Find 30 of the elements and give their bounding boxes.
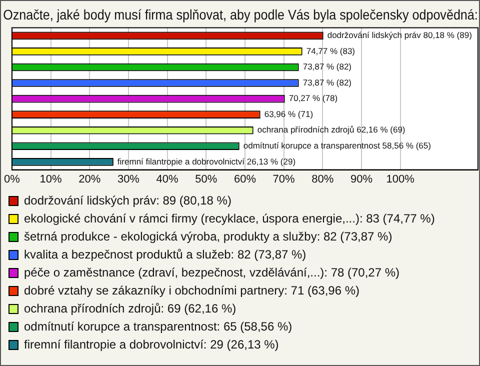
legend-label: dodržování lidských práv: 89 (80,18 %)	[24, 193, 232, 208]
x-tick-label: 20%	[78, 173, 101, 186]
legend-label: ochrana přírodních zdrojů: 69 (62,16 %)	[24, 301, 236, 316]
legend-label: šetrná produkce - ekologická výroba, produkty a služby: 82 (73,87 %)	[24, 229, 392, 244]
x-tick-label: 30%	[117, 173, 140, 186]
data-label: 70,27 % (78)	[288, 93, 338, 104]
x-tick-label: 40%	[156, 173, 179, 186]
legend-label: péče o zaměstnance (zdraví, bezpečnost, vzdělávání,...): 78 (70,27 %)	[24, 265, 400, 280]
legend-label: dobré vztahy se zákazníky i obchodními partnery: 71 (63,96 %)	[24, 283, 360, 298]
x-tick-label: 60%	[234, 173, 256, 186]
x-tick-label: 100%	[386, 173, 415, 186]
data-label: 73,87 % (82)	[302, 77, 352, 88]
data-label: odmítnutí korupce a transparentnost 58,56 % (65)	[243, 140, 432, 150]
x-tick-label: 0%	[4, 173, 20, 186]
x-tick-label: 10%	[40, 173, 62, 186]
legend-label: odmítnutí korupce a transparentnost: 65 (58,56 %)	[24, 319, 292, 334]
legend-label: ekologické chování v rámci firmy (recyklace, úspora energie,...): 83 (74,77 %)	[24, 211, 435, 226]
data-label: firemní filantropie a dobrovolnictví 26,13 % (29)	[117, 156, 296, 166]
x-tick-label: 70%	[272, 173, 296, 186]
legend-label: firemní filantropie a dobrovolnictví: 29 (26,13 %)	[24, 337, 279, 352]
data-label: 73,87 % (82)	[302, 62, 352, 72]
x-tick-label: 80%	[312, 173, 334, 186]
legend-label: kvalita a bezpečnost produktů a služeb: 82 (73,87 %)	[24, 247, 306, 262]
x-tick-label: 90%	[350, 173, 373, 186]
data-label: ochrana přírodních zdrojů 62,16 % (69)	[257, 124, 406, 135]
data-label: 74,77 % (83)	[306, 46, 356, 56]
data-label: 63,96 % (71)	[264, 108, 314, 119]
data-label: dodržování lidských práv 80,18 % (89)	[327, 30, 472, 40]
x-tick-label: 50%	[195, 173, 218, 186]
chart-title: Označte, jaké body musí firma splňovat, aby podle Vás byla společensky odpovědná:	[3, 6, 478, 22]
